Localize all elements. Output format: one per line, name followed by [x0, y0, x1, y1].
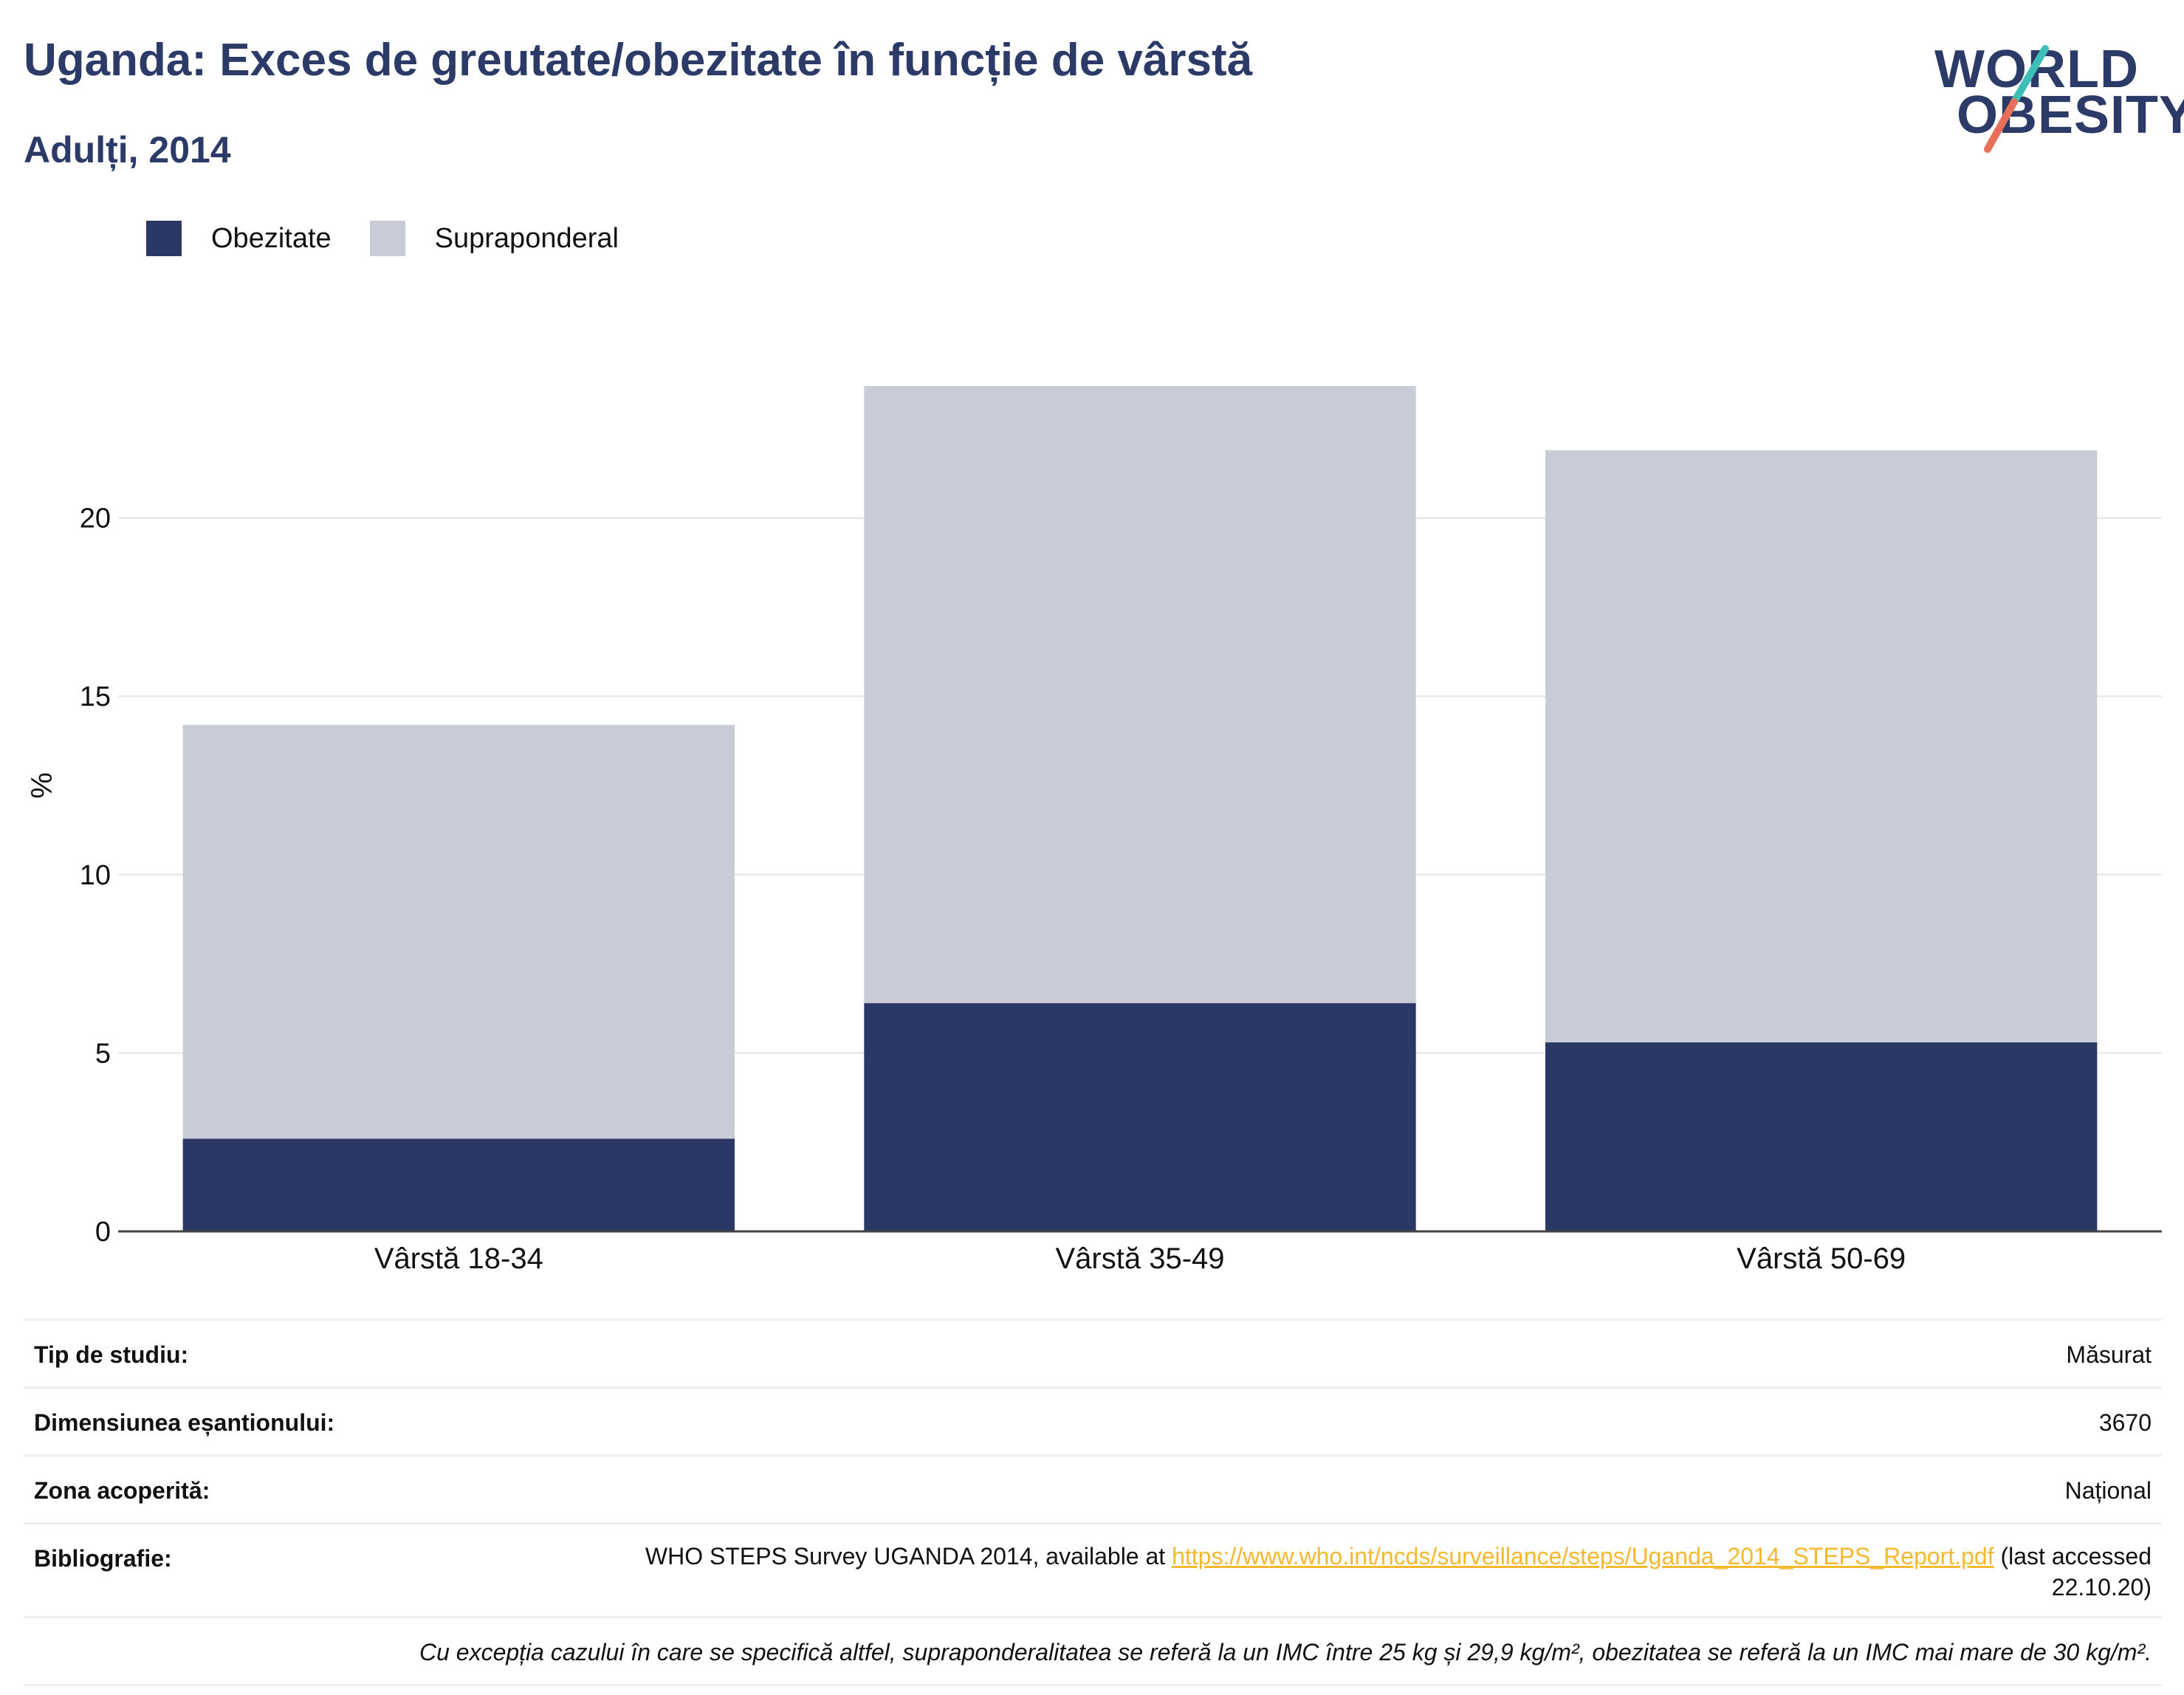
info-label: Tip de studiu: — [34, 1341, 189, 1368]
y-axis-label: % — [26, 772, 58, 799]
definition-note: Cu excepția cazului în care se specifică… — [24, 1616, 2162, 1686]
bibliography-text: WHO STEPS Survey UGANDA 2014, available … — [564, 1524, 2152, 1616]
info-value: Măsurat — [2066, 1341, 2152, 1368]
study-info-table: Tip de studiu: Măsurat Dimensiunea eșant… — [24, 1318, 2162, 1686]
legend-label-supraponderal: Supraponderal — [434, 222, 619, 254]
legend-swatch-supraponderal — [369, 221, 405, 256]
x-tick-label: Vârstă 18-34 — [374, 1242, 543, 1275]
y-tick-label: 10 — [80, 860, 111, 891]
bibliography-link[interactable]: https://www.who.int/ncds/surveillance/st… — [1172, 1543, 1994, 1569]
bar-supraponderal-2 — [864, 385, 1416, 1003]
y-tick-label: 15 — [80, 681, 111, 712]
legend-label-obezitate: Obezitate — [211, 222, 332, 254]
info-value: 3670 — [2098, 1409, 2152, 1436]
info-value: Național — [2064, 1477, 2152, 1504]
info-row-bibliography: Bibliografie: WHO STEPS Survey UGANDA 20… — [24, 1522, 2162, 1616]
x-tick-label: Vârstă 35-49 — [1055, 1242, 1224, 1275]
x-tick-label: Vârstă 50-69 — [1737, 1242, 1906, 1275]
info-row-sample-size: Dimensiunea eșantionului: 3670 — [24, 1386, 2162, 1454]
info-label: Zona acoperită: — [34, 1477, 210, 1504]
bar-supraponderal-3 — [1545, 450, 2098, 1042]
info-label: Dimensiunea eșantionului: — [34, 1409, 335, 1436]
bar-obezitate-2 — [864, 1003, 1416, 1231]
y-tick-label: 20 — [80, 503, 111, 534]
bibliography-text-before: WHO STEPS Survey UGANDA 2014, available … — [645, 1543, 1172, 1569]
stacked-bar-chart: 0 5 10 15 20% Vârstă 18-34 Vârstă 35-49 Vârstă … — [26, 385, 2162, 1275]
bibliography-text-after: (last accessed 22.10.20) — [1994, 1543, 2152, 1601]
legend-item-supraponderal[interactable]: Supraponderal — [369, 221, 619, 256]
bar-supraponderal-1 — [182, 724, 735, 1139]
y-tick-label: 5 — [95, 1038, 111, 1069]
bar-obezitate-1 — [182, 1138, 735, 1231]
info-row-study-type: Tip de studiu: Măsurat — [24, 1318, 2162, 1386]
bar-obezitate-3 — [1545, 1042, 2098, 1231]
chart-subtitle: Adulți, 2014 — [24, 129, 231, 171]
info-row-coverage: Zona acoperită: Național — [24, 1454, 2162, 1522]
y-tick-label: 0 — [95, 1217, 111, 1248]
logo-slash-icon — [1984, 45, 2049, 153]
chart-title: Uganda: Exces de greutate/obezitate în f… — [24, 35, 1253, 86]
legend-swatch-obezitate — [146, 221, 182, 256]
chart-legend: Obezitate Supraponderal — [146, 220, 657, 257]
world-obesity-logo: WORLD OBESITY — [1927, 22, 2184, 155]
legend-item-obezitate[interactable]: Obezitate — [146, 221, 332, 256]
info-label: Bibliografie: — [34, 1545, 172, 1572]
